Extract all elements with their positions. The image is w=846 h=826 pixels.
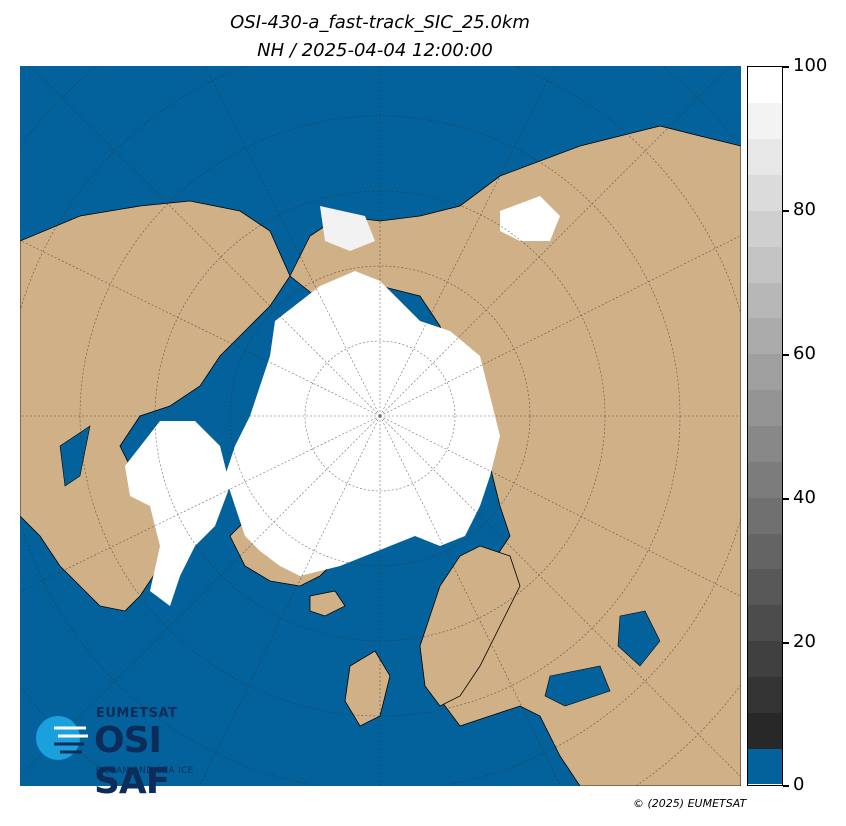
graticule — [20, 66, 741, 786]
colorbar-segment — [748, 425, 782, 462]
osi-saf-logo: EUMETSAT OSI SAF OCEAN AND SEA ICE — [34, 706, 244, 802]
logo-tagline: OCEAN AND SEA ICE — [96, 766, 194, 776]
colorbar-segment — [748, 461, 782, 498]
hudson-bay — [59, 425, 91, 487]
osi-saf-mark-icon — [36, 716, 88, 760]
colorbar-segment — [748, 533, 782, 570]
scandinavia-land — [419, 545, 521, 707]
concentration-colorbar — [747, 66, 783, 786]
colorbar-segment — [748, 497, 782, 534]
sea-ice-arctic — [225, 271, 500, 576]
sea-ice-okhotsk — [500, 196, 560, 241]
sea-ice-concentration-map — [20, 66, 741, 786]
colorbar-segment — [748, 246, 782, 283]
colorbar-tick — [783, 498, 789, 500]
copyright-notice: © (2025) EUMETSAT — [633, 797, 747, 810]
colorbar-segment — [748, 389, 782, 426]
colorbar-tick — [783, 785, 789, 787]
colorbar-tick-label: 100 — [793, 55, 828, 76]
iceland-land — [309, 590, 346, 617]
logo-name: OSI SAF — [94, 720, 170, 802]
colorbar-segment — [748, 640, 782, 677]
colorbar-segment — [748, 67, 782, 104]
colorbar-segment — [748, 676, 782, 713]
colorbar-segment — [748, 102, 782, 140]
colorbar-tick — [783, 354, 789, 356]
colorbar-segment — [748, 138, 782, 176]
colorbar-segment — [748, 712, 782, 749]
colorbar-tick-label: 0 — [793, 774, 805, 795]
polar-stereographic-map — [20, 66, 741, 786]
map-title-product: OSI-430-a_fast-track_SIC_25.0km — [230, 12, 530, 33]
colorbar-tick-label: 80 — [793, 199, 816, 220]
caspian-sea — [617, 610, 661, 667]
colorbar-segment — [748, 282, 782, 319]
colorbar-tick — [783, 66, 789, 68]
colorbar-segment — [748, 210, 782, 247]
colorbar-segment — [748, 604, 782, 642]
colorbar-segment — [748, 174, 782, 211]
sea-ice-bering — [320, 206, 375, 251]
colorbar-segment — [748, 748, 782, 785]
colorbar-tick — [783, 210, 789, 212]
black-sea — [544, 665, 611, 707]
colorbar-segment — [748, 353, 782, 391]
colorbar-tick — [783, 642, 789, 644]
colorbar-tick-label: 40 — [793, 487, 816, 508]
colorbar-tick-label: 60 — [793, 343, 816, 364]
logo-org: EUMETSAT — [96, 706, 178, 721]
colorbar-tick-label: 20 — [793, 631, 816, 652]
colorbar-segment — [748, 568, 782, 606]
colorbar-segment — [748, 317, 782, 355]
map-title-date: NH / 2025-04-04 12:00:00 — [257, 40, 493, 61]
